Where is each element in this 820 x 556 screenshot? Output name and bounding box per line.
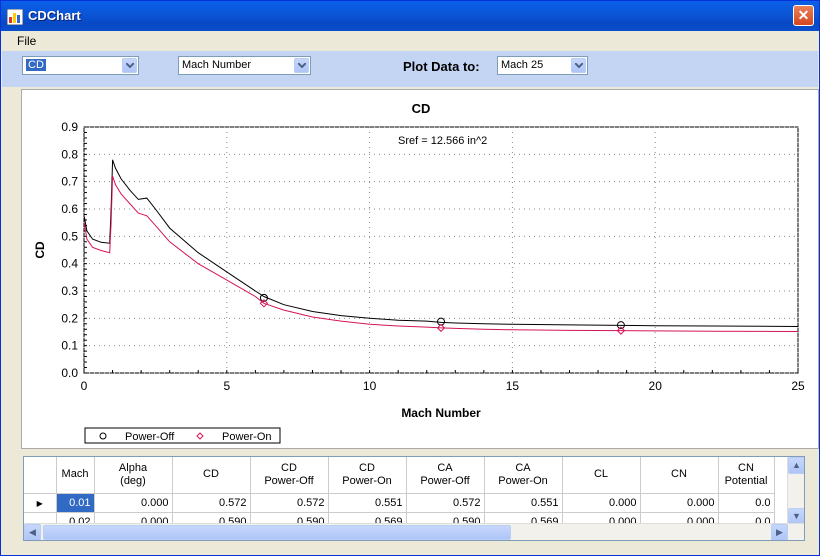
- grid-column-header[interactable]: CA Power-Off: [406, 457, 485, 494]
- table-row[interactable]: ▶ 0.01 0.000 0.572 0.572 0.551 0.572 0.551 0.000…: [24, 493, 775, 513]
- grid-cell[interactable]: 0.551: [484, 493, 563, 513]
- x-tick-label: 20: [649, 379, 663, 393]
- series-marker-power-on: [259, 299, 269, 308]
- x-tick-label: 15: [506, 379, 520, 393]
- series-marker-power-off: [437, 317, 445, 326]
- y-tick-label: 0.0: [61, 366, 78, 380]
- grid-column-header[interactable]: CL: [562, 457, 641, 494]
- y-tick-label: 0.3: [61, 284, 78, 298]
- plot-target-select[interactable]: Mach 25: [497, 56, 588, 75]
- chart-panel: 0 5 10 15 20 25 0.0 0.1 0.2 0.3 0.4 0.5 0.6 0.7 0.8 0.9…: [21, 89, 819, 449]
- data-table: Mach Alpha (deg) CD CD Power-Off CD Power-On CA P…: [24, 457, 775, 532]
- series-marker-power-off: [259, 293, 268, 302]
- x-tick-label: 25: [791, 379, 805, 393]
- vertical-scrollbar[interactable]: ▲ ▼: [787, 457, 804, 525]
- x-tick-label: 0: [81, 379, 88, 393]
- grid-column-header[interactable]: CD: [172, 457, 251, 494]
- grid-column-header[interactable]: CA Power-On: [484, 457, 563, 494]
- y-tick-label: 0.4: [61, 257, 78, 271]
- grid-column-header[interactable]: Mach: [56, 457, 95, 494]
- legend-marker-power-off: [99, 432, 107, 440]
- window-title: CDChart: [28, 8, 81, 23]
- coefficient-select-value: CD: [26, 59, 46, 71]
- plot-target-select-value: Mach 25: [501, 59, 544, 71]
- grid-column-header[interactable]: CN: [640, 457, 719, 494]
- chevron-down-icon[interactable]: [122, 58, 137, 73]
- grid-column-header[interactable]: CD Power-On: [328, 457, 407, 494]
- grid-column-header[interactable]: Alpha (deg): [94, 457, 173, 494]
- grid-cell[interactable]: 0.000: [640, 493, 719, 513]
- series-marker-power-off: [616, 321, 625, 330]
- grid-cell[interactable]: 0.572: [250, 493, 329, 513]
- horizontal-scroll-thumb[interactable]: [43, 525, 511, 540]
- cd-chart: 0 5 10 15 20 25 0.0 0.1 0.2 0.3 0.4 0.5 0.6 0.7 0.8 0.9…: [33, 101, 805, 444]
- scroll-right-button[interactable]: ▶: [771, 524, 788, 540]
- data-grid: Mach Alpha (deg) CD CD Power-Off CD Power-On CA P…: [23, 456, 805, 541]
- x-axis-label: Mach Number: [401, 406, 481, 420]
- y-tick-label: 0.1: [61, 339, 78, 353]
- legend-marker-power-on: [196, 432, 204, 440]
- grid-corner-cell: [24, 457, 57, 494]
- legend-label-power-off: Power-Off: [125, 431, 175, 443]
- y-axis-label: CD: [33, 241, 47, 259]
- x-tick-label: 5: [223, 379, 230, 393]
- series-line-power-on: [83, 176, 799, 332]
- y-tick-label: 0.8: [61, 147, 78, 161]
- grid-header-row: Mach Alpha (deg) CD CD Power-Off CD Power-On CA P…: [24, 457, 775, 494]
- menu-bar: File: [2, 31, 818, 51]
- close-icon: ✕: [797, 7, 810, 23]
- grid-cell[interactable]: 0.572: [406, 493, 485, 513]
- coefficient-select[interactable]: CD: [22, 56, 139, 75]
- legend-box: [84, 427, 281, 444]
- y-tick-label: 0.9: [61, 120, 78, 134]
- grid-cell[interactable]: 0.551: [328, 493, 407, 513]
- chart-title: CD: [412, 101, 431, 116]
- grid-column-header[interactable]: CD Power-Off: [250, 457, 329, 494]
- grid-cell[interactable]: 0.572: [172, 493, 251, 513]
- y-tick-label: 0.6: [61, 202, 78, 216]
- sref-annotation: Sref = 12.566 in^2: [398, 135, 487, 147]
- plot-area: [83, 126, 799, 374]
- series-marker-power-on: [436, 323, 446, 333]
- y-tick-label: 0.7: [61, 175, 78, 189]
- chart-app-icon: [7, 9, 23, 25]
- x-tick-label: 10: [363, 379, 377, 393]
- close-button[interactable]: ✕: [793, 5, 814, 26]
- row-pointer-icon: ▶: [36, 498, 43, 508]
- scroll-up-button[interactable]: ▲: [788, 457, 804, 474]
- chevron-down-icon[interactable]: [294, 58, 309, 73]
- grid-cell[interactable]: 0.000: [562, 493, 641, 513]
- y-tick-label: 0.5: [61, 229, 78, 243]
- y-tick-label: 0.2: [61, 311, 78, 325]
- grid-cell[interactable]: 0.0: [718, 493, 775, 513]
- axis-select[interactable]: Mach Number: [178, 56, 311, 75]
- plot-data-label: Plot Data to:: [403, 59, 480, 74]
- grid-cell[interactable]: 0.000: [94, 493, 173, 513]
- chevron-down-icon[interactable]: [571, 58, 586, 73]
- title-bar[interactable]: CDChart ✕: [1, 1, 819, 31]
- series-marker-power-on: [616, 326, 626, 335]
- axis-select-value: Mach Number: [182, 59, 252, 71]
- menu-file[interactable]: File: [17, 34, 37, 48]
- grid-cell[interactable]: 0.01: [56, 493, 95, 513]
- legend-label-power-on: Power-On: [222, 431, 272, 443]
- scroll-left-button[interactable]: ◀: [24, 524, 41, 540]
- row-header[interactable]: ▶: [24, 493, 57, 513]
- grid-column-header[interactable]: CN Potential: [718, 457, 775, 494]
- horizontal-scrollbar[interactable]: ◀ ▶: [24, 523, 804, 540]
